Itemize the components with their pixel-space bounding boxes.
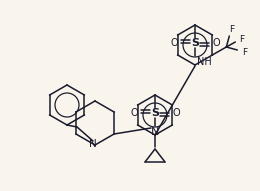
Text: O: O: [212, 38, 220, 48]
Text: O: O: [130, 108, 138, 118]
Text: N: N: [89, 139, 97, 149]
Text: O: O: [170, 38, 178, 48]
Text: NH: NH: [197, 57, 212, 67]
Text: S: S: [191, 38, 199, 48]
Text: O: O: [172, 108, 180, 118]
Text: S: S: [151, 108, 159, 118]
Text: N: N: [151, 127, 159, 137]
Text: F: F: [239, 35, 244, 44]
Text: F: F: [229, 24, 234, 33]
Text: F: F: [242, 48, 247, 57]
